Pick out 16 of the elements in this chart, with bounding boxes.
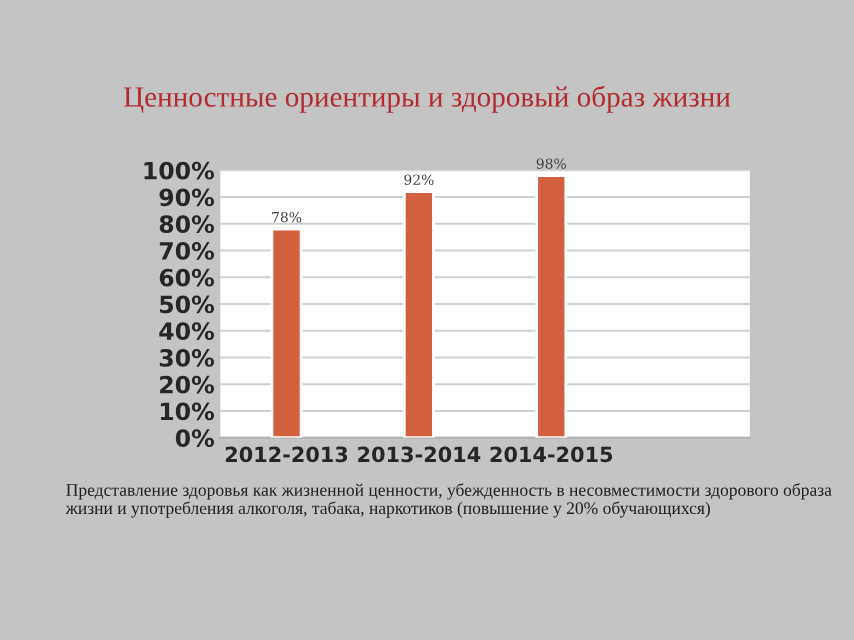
y-tick-label: 30% xyxy=(159,348,215,367)
x-tick-label: 2012-2013 xyxy=(225,446,348,463)
y-tick-label: 40% xyxy=(159,322,215,341)
x-tick-label: 2014-2015 xyxy=(490,446,613,463)
y-tick-label: 0% xyxy=(175,429,215,448)
y-tick-label: 50% xyxy=(160,295,215,314)
y-tick-label: 100% xyxy=(144,161,215,180)
y-tick-label: 10% xyxy=(160,402,215,421)
x-tick-label: 2013-2014 xyxy=(358,446,481,463)
y-tick-label: 70% xyxy=(159,241,215,260)
y-tick-label: 80% xyxy=(159,215,215,234)
y-tick-label: 20% xyxy=(160,375,215,394)
text: Представление здоровья как жизненной ценности, убежденность в несовместимости здорового образа жизни и употребления алкоголя, табака, наркотиков (повышение у 20% обучающихся) xyxy=(65,483,832,518)
chart-title: Ценностные ориентиры и здоровый образ жизни xyxy=(123,85,731,113)
y-tick-label: 90% xyxy=(159,188,215,207)
y-tick-label: 60% xyxy=(159,268,215,287)
